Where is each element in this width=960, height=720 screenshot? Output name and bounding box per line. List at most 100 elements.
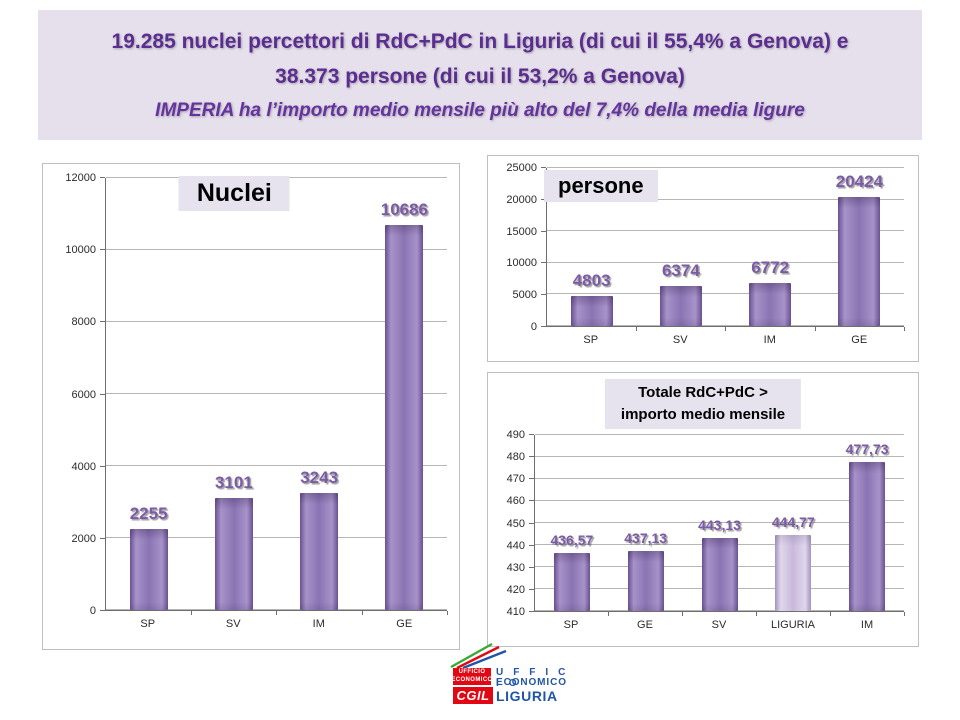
category-label: GE bbox=[851, 334, 868, 346]
category-label: SV bbox=[225, 618, 241, 630]
x-tick-mark bbox=[447, 611, 448, 615]
y-tick-mark bbox=[100, 537, 105, 539]
data-label: 437,13 bbox=[624, 530, 668, 547]
x-tick-mark bbox=[904, 327, 905, 331]
bar-sv bbox=[214, 498, 253, 610]
bar-sv bbox=[701, 538, 738, 611]
gridline bbox=[535, 500, 904, 501]
logo-small-red-box: UFFICIO ECONOMICO bbox=[451, 668, 492, 685]
gridline bbox=[547, 198, 904, 200]
logo-ufficio-text: U F F I C I O bbox=[496, 667, 569, 689]
gridline bbox=[535, 434, 904, 435]
data-label: 443,13 bbox=[698, 517, 741, 534]
x-tick-mark bbox=[276, 611, 277, 615]
category-label: SV bbox=[672, 334, 688, 346]
y-tick-label: 4000 bbox=[71, 460, 96, 473]
gridline bbox=[106, 393, 447, 394]
y-axis: 0 2000 4000 6000 8000 10000 12000 bbox=[43, 172, 105, 617]
logo-cgil-box: CGIL bbox=[453, 687, 493, 704]
bar-im bbox=[849, 462, 886, 611]
data-label: 6374 bbox=[661, 260, 700, 280]
x-tick-mark bbox=[830, 612, 831, 616]
bar-ge bbox=[838, 196, 881, 326]
chart-title-persone: persone bbox=[544, 170, 658, 202]
y-tick-label: 8000 bbox=[71, 316, 96, 329]
x-tick-mark bbox=[904, 612, 905, 616]
data-label: 6772 bbox=[751, 258, 790, 278]
y-tick-mark bbox=[529, 434, 534, 435]
data-label: 477,73 bbox=[845, 441, 889, 457]
y-tick-mark bbox=[541, 167, 546, 168]
plot-area: 4803 6374 6772 20424 bbox=[546, 167, 904, 327]
y-tick-label: 420 bbox=[506, 583, 525, 596]
x-tick-mark bbox=[725, 327, 726, 331]
y-tick-label: 460 bbox=[506, 495, 525, 508]
y-tick-label: 440 bbox=[506, 539, 525, 552]
logo-liguria-text: LIGURIA bbox=[496, 688, 558, 704]
y-tick-mark bbox=[100, 465, 105, 467]
title-line-3: IMPERIA ha l’importo medio mensile più a… bbox=[155, 99, 805, 121]
chart-title-line-1: Totale RdC+PdC > bbox=[638, 384, 768, 401]
y-tick-mark bbox=[100, 610, 105, 611]
y-tick-mark bbox=[541, 262, 546, 264]
y-tick-label: 480 bbox=[506, 451, 525, 464]
y-tick-mark bbox=[529, 478, 534, 480]
x-tick-mark bbox=[608, 612, 609, 616]
data-label: 3101 bbox=[214, 473, 253, 493]
category-label: IM bbox=[763, 334, 776, 346]
y-tick-mark bbox=[529, 456, 534, 458]
plot-area: 436,57 437,13 443,13 444,77 477,73 bbox=[534, 434, 904, 612]
data-label: 10686 bbox=[380, 200, 429, 220]
title-line-1: 19.285 nuclei percettori di RdC+PdC in L… bbox=[111, 29, 849, 53]
cgil-liguria-logo: UFFICIO ECONOMICO U F F I C I O ECONOMIC… bbox=[448, 642, 578, 714]
y-tick-mark bbox=[100, 321, 105, 323]
category-label: SP bbox=[140, 618, 156, 630]
x-tick-mark bbox=[190, 611, 192, 615]
y-tick-label: 470 bbox=[506, 473, 525, 486]
logo-stripes-icon bbox=[450, 642, 507, 668]
y-tick-mark bbox=[529, 522, 534, 524]
gridline bbox=[106, 609, 447, 610]
gridline bbox=[547, 230, 904, 232]
x-tick-mark bbox=[814, 327, 816, 331]
y-tick-label: 490 bbox=[506, 429, 525, 441]
y-tick-label: 430 bbox=[506, 561, 525, 574]
gridline bbox=[106, 537, 447, 539]
logo-small-box-line-1: UFFICIO bbox=[458, 669, 486, 675]
bar-ge bbox=[627, 551, 664, 611]
y-axis: 410 420 430 440 450 460 470 480 490 bbox=[488, 429, 534, 618]
y-tick-label: 12000 bbox=[65, 172, 96, 184]
y-tick-label: 5000 bbox=[512, 289, 537, 302]
y-tick-mark bbox=[541, 294, 546, 296]
bar-sv bbox=[659, 285, 702, 326]
y-tick-label: 0 bbox=[89, 605, 96, 617]
y-tick-label: 15000 bbox=[506, 225, 537, 238]
data-label: 4803 bbox=[572, 270, 611, 290]
y-tick-label: 450 bbox=[506, 517, 525, 530]
title-banner: 19.285 nuclei percettori di RdC+PdC in L… bbox=[38, 10, 922, 140]
data-label: 436,57 bbox=[550, 531, 594, 548]
y-tick-mark bbox=[529, 566, 534, 568]
y-tick-mark bbox=[100, 177, 105, 178]
y-tick-mark bbox=[541, 326, 546, 327]
bar-sp bbox=[570, 295, 613, 326]
x-axis: SP SV IM GE bbox=[546, 327, 905, 361]
plot-area: 2255 3101 3243 10686 bbox=[105, 177, 447, 611]
gridline bbox=[535, 522, 904, 523]
y-tick-label: 0 bbox=[530, 321, 537, 333]
x-tick-mark bbox=[635, 327, 637, 331]
bar-im bbox=[749, 283, 792, 326]
category-label: SV bbox=[711, 619, 727, 631]
y-tick-label: 410 bbox=[506, 606, 525, 618]
gridline bbox=[106, 321, 447, 323]
y-tick-mark bbox=[541, 198, 546, 200]
category-label: GE bbox=[396, 618, 413, 630]
y-tick-mark bbox=[529, 500, 534, 502]
title-line-2: 38.373 persone (di cui il 53,2% a Genova… bbox=[275, 64, 685, 88]
category-label: GE bbox=[637, 619, 653, 631]
y-tick-label: 6000 bbox=[71, 388, 96, 401]
y-tick-mark bbox=[529, 611, 534, 612]
y-tick-mark bbox=[100, 249, 105, 251]
bar-im bbox=[300, 493, 339, 610]
logo-economico-text: ECONOMICO bbox=[496, 677, 567, 688]
